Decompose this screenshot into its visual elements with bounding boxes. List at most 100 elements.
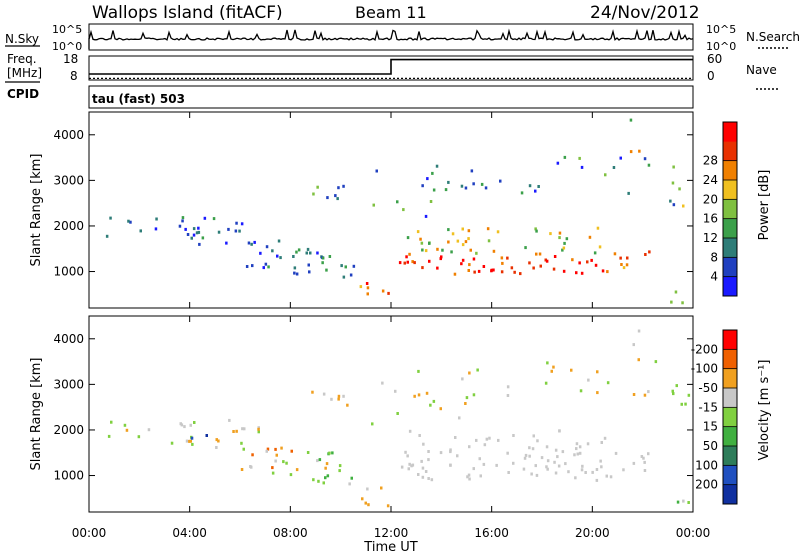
- power-cell: [292, 255, 295, 258]
- power-cell: [674, 290, 678, 294]
- velocity-colorbar-label: Velocity [m s⁻¹]: [757, 360, 772, 461]
- power-cell: [447, 240, 450, 244]
- power-cell: [553, 255, 557, 258]
- velocity-cell: [241, 427, 244, 431]
- power-cell: [492, 249, 496, 253]
- power-cell: [594, 263, 598, 267]
- power-cell: [421, 184, 424, 188]
- power-cell: [247, 241, 251, 245]
- power-cell: [234, 229, 238, 233]
- power-colorbar: Power [dB] 4 8 12 16 20 24 28: [703, 121, 772, 297]
- velocity-cell: [427, 477, 430, 480]
- power-cell: [549, 232, 552, 236]
- velocity-cell: [468, 445, 471, 449]
- velocity-cell: [429, 403, 432, 407]
- power-cell: [436, 247, 439, 251]
- x-tick-label: 08:00: [273, 526, 308, 540]
- velocity-cell: [595, 468, 599, 471]
- power-cell: [444, 188, 448, 192]
- power-cell: [468, 263, 471, 267]
- power-cell: [192, 227, 196, 231]
- power-cell: [604, 173, 607, 177]
- velocity-cell: [682, 499, 685, 503]
- velocity-cell: [408, 462, 411, 466]
- power-cell: [638, 149, 641, 153]
- date-title: 24/Nov/2012: [590, 3, 700, 23]
- power-cell: [601, 269, 605, 273]
- power-cell: [325, 268, 328, 272]
- velocity-cell: [545, 445, 549, 449]
- power-cell: [225, 241, 228, 245]
- velocity-cell: [311, 390, 314, 394]
- velocity-cell: [528, 454, 531, 458]
- velocity-cell: [523, 456, 527, 460]
- x-tick-label: 16:00: [474, 526, 509, 540]
- power-cell: [678, 187, 681, 191]
- velocity-cell: [290, 449, 293, 453]
- power-cell: [622, 266, 626, 270]
- velocity-cell: [482, 462, 486, 466]
- velocity-colorbar-frame: [722, 329, 738, 505]
- power-cell: [240, 222, 244, 226]
- power-colorbar-tick-label: 4: [710, 270, 718, 284]
- velocity-cell: [427, 450, 430, 453]
- power-cell: [342, 184, 345, 188]
- power-cell: [475, 251, 478, 255]
- power-cell: [578, 156, 581, 160]
- power-cell: [626, 256, 629, 260]
- power-cell: [312, 192, 315, 196]
- power-cell: [295, 250, 298, 254]
- velocity-colorbar-swatch: [723, 446, 737, 466]
- power-panel: 1000 2000 3000 4000 Slant Range [km]: [29, 111, 694, 309]
- velocity-cell: [554, 448, 558, 452]
- velocity-cell: [346, 403, 349, 407]
- power-data: [105, 118, 685, 305]
- velocity-cell: [243, 427, 246, 431]
- velocity-cell: [110, 420, 113, 424]
- power-cell: [671, 181, 675, 185]
- velocity-cell: [497, 438, 500, 442]
- velocity-cell: [107, 434, 111, 438]
- freq-tick-top: 18: [63, 52, 78, 66]
- power-colorbar-swatch: [723, 238, 737, 258]
- velocity-cell: [282, 460, 285, 464]
- power-cell: [178, 224, 182, 228]
- velocity-cell: [295, 468, 299, 472]
- power-colorbar-tick-label: 16: [703, 212, 718, 226]
- power-cell: [473, 270, 476, 274]
- power-cell: [580, 165, 584, 169]
- power-cell: [344, 265, 347, 269]
- nave-tick-top: 60: [707, 52, 722, 66]
- power-cell: [613, 252, 617, 256]
- power-cell: [565, 237, 569, 241]
- velocity-cell: [595, 478, 599, 482]
- velocity-cell: [242, 447, 245, 451]
- power-cell: [450, 250, 453, 254]
- velocity-cell: [512, 434, 515, 437]
- power-cell: [267, 265, 270, 269]
- velocity-cell: [188, 439, 191, 443]
- power-cell: [321, 256, 325, 260]
- power-cell: [316, 185, 319, 189]
- power-cell: [510, 266, 514, 270]
- power-cell: [441, 248, 444, 252]
- velocity-cell: [603, 436, 607, 440]
- velocity-cell: [439, 451, 443, 455]
- power-cell: [532, 266, 535, 270]
- power-cell: [262, 266, 265, 270]
- power-cell: [305, 251, 308, 255]
- power-cell: [520, 191, 524, 195]
- power-cell: [109, 216, 112, 220]
- power-cell: [535, 252, 538, 256]
- velocity-cell: [485, 437, 489, 441]
- power-cell: [575, 271, 578, 275]
- velocity-colorbar-swatch: [723, 330, 737, 350]
- power-cell: [558, 231, 562, 235]
- velocity-cell: [546, 467, 549, 471]
- velocity-cell: [257, 427, 260, 431]
- power-cell: [424, 249, 428, 253]
- power-cell: [492, 268, 495, 272]
- power-cell: [596, 226, 600, 230]
- power-cell: [359, 285, 363, 289]
- y-tick-label: 3000: [53, 377, 84, 391]
